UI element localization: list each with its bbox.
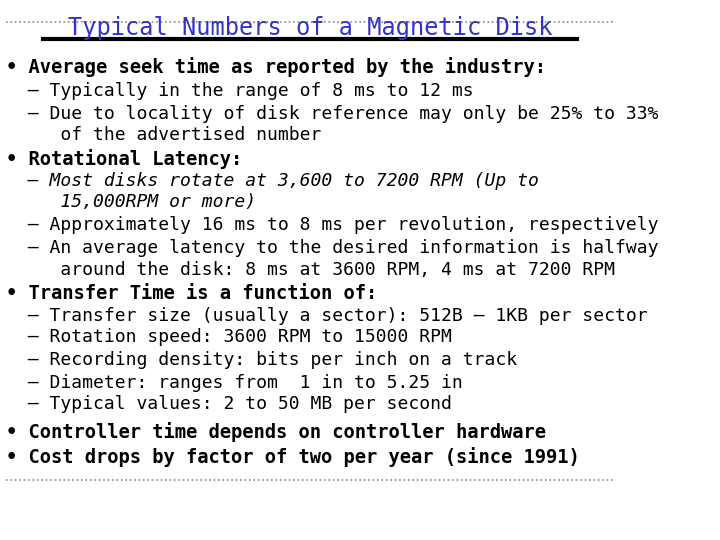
Text: • Average seek time as reported by the industry:: • Average seek time as reported by the i… (6, 57, 546, 77)
Text: – An average latency to the desired information is halfway: – An average latency to the desired info… (6, 239, 659, 256)
Text: • Cost drops by factor of two per year (since 1991): • Cost drops by factor of two per year (… (6, 447, 580, 467)
Text: – Typical values: 2 to 50 MB per second: – Typical values: 2 to 50 MB per second (6, 395, 452, 413)
Text: • Rotational Latency:: • Rotational Latency: (6, 149, 243, 169)
Text: – Recording density: bits per inch on a track: – Recording density: bits per inch on a … (6, 351, 518, 369)
Text: Typical Numbers of a Magnetic Disk: Typical Numbers of a Magnetic Disk (68, 16, 552, 40)
Text: – Transfer size (usually a sector): 512B – 1KB per sector: – Transfer size (usually a sector): 512B… (6, 307, 648, 325)
Text: – Typically in the range of 8 ms to 12 ms: – Typically in the range of 8 ms to 12 m… (6, 82, 474, 100)
Text: • Transfer Time is a function of:: • Transfer Time is a function of: (6, 284, 377, 303)
Text: – Due to locality of disk reference may only be 25% to 33%: – Due to locality of disk reference may … (6, 105, 659, 123)
Text: 15,000RPM or more): 15,000RPM or more) (6, 193, 256, 211)
Text: – Rotation speed: 3600 RPM to 15000 RPM: – Rotation speed: 3600 RPM to 15000 RPM (6, 328, 452, 346)
Text: • Controller time depends on controller hardware: • Controller time depends on controller … (6, 422, 546, 442)
Text: around the disk: 8 ms at 3600 RPM, 4 ms at 7200 RPM: around the disk: 8 ms at 3600 RPM, 4 ms … (6, 261, 615, 279)
Text: of the advertised number: of the advertised number (6, 126, 322, 144)
Text: – Most disks rotate at 3,600 to 7200 RPM (Up to: – Most disks rotate at 3,600 to 7200 RPM… (6, 172, 539, 190)
Text: – Approximately 16 ms to 8 ms per revolution, respectively: – Approximately 16 ms to 8 ms per revolu… (6, 216, 659, 234)
Text: – Diameter: ranges from  1 in to 5.25 in: – Diameter: ranges from 1 in to 5.25 in (6, 374, 463, 391)
